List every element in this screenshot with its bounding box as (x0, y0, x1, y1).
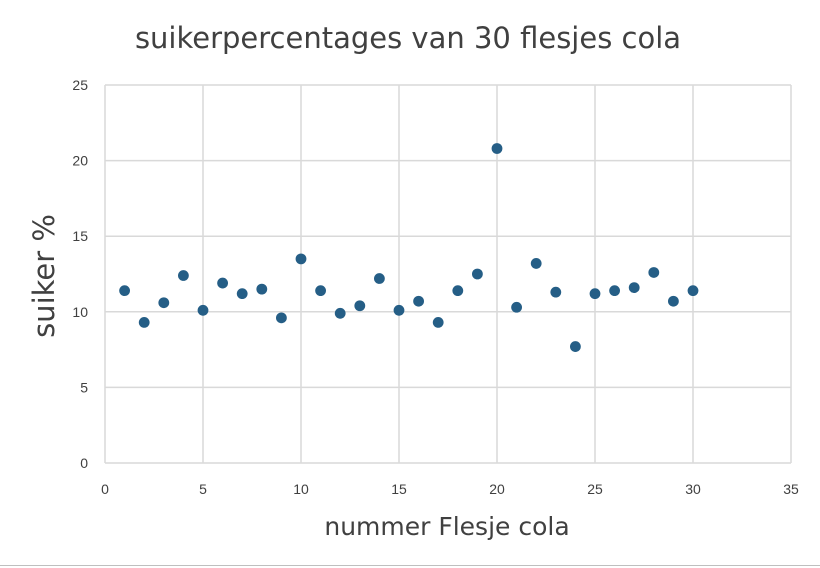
data-point (197, 304, 209, 316)
data-point (276, 312, 287, 324)
data-point (628, 282, 640, 294)
data-point (178, 270, 189, 281)
data-point (511, 301, 522, 313)
data-point (589, 288, 601, 300)
data-point (609, 285, 620, 297)
bottom-border-line (0, 565, 820, 566)
data-point (119, 285, 130, 297)
data-point (570, 341, 581, 352)
data-point (158, 297, 170, 309)
data-point (668, 295, 679, 307)
x-tick-label: 20 (489, 481, 505, 497)
grid-lines (104, 84, 792, 464)
y-tick-label: 5 (80, 379, 88, 395)
data-point (550, 286, 562, 298)
chart-title: suikerpercentages van 30 flesjes cola (135, 21, 681, 55)
y-tick-label: 15 (72, 228, 88, 244)
x-tick-label: 35 (783, 481, 799, 497)
data-point (432, 316, 444, 328)
x-axis-ticks: 0 5 10 15 20 25 30 35 (101, 481, 799, 497)
data-point (413, 295, 424, 307)
x-tick-label: 15 (391, 481, 407, 497)
y-axis-ticks: 0 5 10 15 20 25 (72, 77, 88, 471)
y-tick-label: 0 (80, 455, 88, 471)
data-point (295, 253, 307, 265)
data-point (354, 300, 366, 312)
data-point (374, 273, 385, 284)
data-point (256, 283, 268, 295)
data-point (217, 277, 229, 289)
data-point (452, 285, 464, 297)
data-point (334, 307, 346, 319)
data-point (687, 285, 699, 297)
y-tick-label: 10 (72, 304, 88, 320)
data-point (648, 267, 660, 278)
x-tick-label: 5 (199, 481, 207, 497)
x-axis-title: nummer Flesje cola (324, 512, 569, 541)
data-point (491, 143, 503, 154)
x-tick-label: 0 (101, 481, 109, 497)
data-point (472, 268, 483, 280)
data-point (138, 316, 150, 328)
y-axis-title: suiker % (27, 214, 61, 338)
x-tick-label: 25 (587, 481, 603, 497)
data-point (393, 304, 405, 316)
y-tick-label: 20 (72, 153, 88, 169)
y-tick-label: 25 (72, 77, 88, 93)
data-point (315, 285, 326, 297)
x-tick-label: 10 (293, 481, 309, 497)
data-point (236, 288, 248, 300)
data-points (119, 143, 699, 352)
x-tick-label: 30 (685, 481, 701, 497)
data-point (530, 258, 542, 269)
